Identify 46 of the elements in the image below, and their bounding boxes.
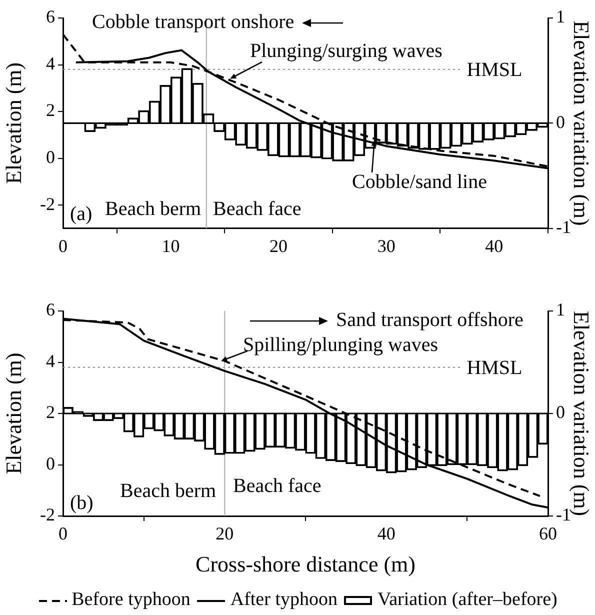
y-tick-label: 4 [46,350,55,371]
annotation: Beach face [233,475,322,497]
x-tick-label: 20 [216,524,234,544]
annotation: Beach face [213,198,302,220]
x-tick-label: 30 [377,236,396,256]
y-tick-label: 2 [46,100,55,120]
y2-axis-title: Elevation variation (m) [569,310,594,516]
annotation: Beach berm [120,480,216,502]
x-tick-label: 60 [539,524,557,544]
y2-tick-label: -1 [556,504,571,525]
x-tick-label: 20 [270,236,288,256]
y-tick-label: 4 [46,53,55,74]
annotation: (b) [70,492,94,514]
annotation: Cobble transport onshore [92,11,294,33]
y-axis-title: Elevation (m) [0,62,26,184]
y2-tick-label: 0 [556,402,565,422]
legend-label: After typhoon [230,589,338,611]
x-tick-label: 40 [485,236,504,256]
x-tick-label: 40 [377,524,396,544]
x-axis-title: Cross-shore distance (m) [196,552,416,577]
y2-tick-label: 0 [556,112,565,132]
annotation: Cobble/sand line [352,171,487,193]
y-tick-label: -2 [40,194,55,214]
annotation: Plunging/surging waves [250,40,442,62]
y-tick-label: 6 [46,300,55,320]
y-tick-label: -2 [40,504,55,525]
y-tick-label: 6 [46,6,55,27]
y2-axis-title: Elevation variation (m) [569,20,594,226]
annotation: (a) [70,203,92,225]
x-tick-label: 10 [162,236,180,256]
annotation: Spilling/plunging waves [243,334,438,356]
y-tick-label: 0 [46,147,55,167]
x-tick-label: 0 [58,236,68,256]
legend-label: Variation (after–before) [377,589,558,611]
ref-line-label: HMSL [466,59,522,82]
ref-line-label: HMSL [466,357,522,380]
legend-label: Before typhoon [72,589,190,611]
y-axis-title: Elevation (m) [0,352,26,474]
y2-tick-label: 1 [556,300,565,320]
y2-tick-label: 1 [556,6,565,27]
y-tick-label: 2 [46,402,55,422]
y-tick-label: 0 [46,453,55,474]
x-tick-label: 0 [58,524,68,544]
annotation: Sand transport offshore [336,309,524,331]
y2-tick-label: -1 [556,217,571,238]
annotation: Beach berm [105,198,202,220]
